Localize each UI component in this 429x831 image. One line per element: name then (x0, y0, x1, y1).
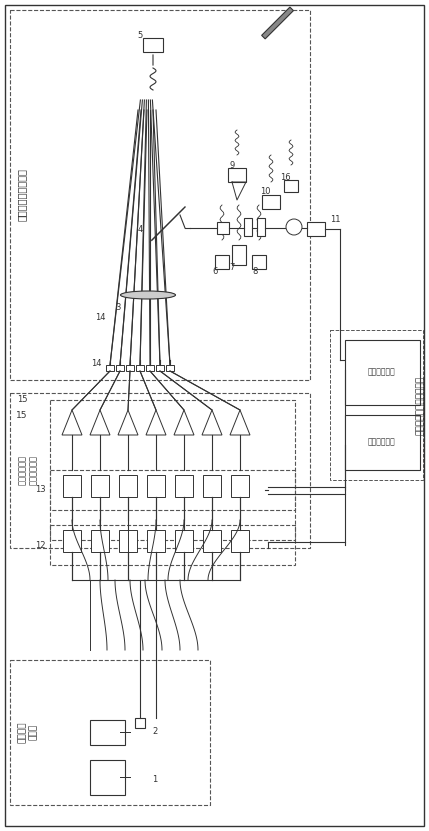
Bar (175, 475, 193, 497)
Text: 8: 8 (252, 268, 258, 277)
Bar (10, 660, 210, 805)
Bar (50, 400, 295, 540)
Bar (147, 475, 165, 497)
Bar (146, 365, 154, 371)
Bar (116, 365, 124, 371)
Text: 合束与光电探测模块: 合束与光电探测模块 (17, 169, 27, 221)
Bar (217, 222, 229, 234)
Bar (135, 718, 145, 728)
Bar (215, 255, 229, 269)
Ellipse shape (121, 291, 175, 299)
Text: 相位控制电路: 相位控制电路 (368, 437, 396, 446)
Bar (175, 530, 193, 552)
Bar (90, 760, 125, 795)
Text: 15: 15 (16, 411, 28, 420)
Text: 10: 10 (260, 188, 270, 196)
Bar (10, 10, 310, 380)
Bar (126, 365, 134, 371)
Circle shape (286, 219, 302, 235)
Bar (231, 530, 249, 552)
Bar (119, 475, 137, 497)
Bar (262, 7, 293, 39)
Bar (244, 218, 252, 236)
Text: 1: 1 (152, 775, 157, 784)
Bar (106, 365, 114, 371)
Bar (50, 525, 295, 565)
Bar (147, 530, 165, 552)
Bar (119, 530, 137, 552)
Text: 9: 9 (230, 160, 235, 170)
Bar (284, 180, 298, 192)
Text: 2: 2 (152, 727, 157, 736)
Bar (345, 340, 420, 405)
Text: 7: 7 (230, 263, 235, 273)
Bar (156, 365, 164, 371)
Bar (252, 255, 266, 269)
Bar (143, 38, 163, 52)
Bar (330, 330, 423, 480)
Bar (345, 415, 420, 470)
Bar (63, 530, 81, 552)
Text: 高功率非保偏
光纤放大模块: 高功率非保偏 光纤放大模块 (18, 455, 38, 485)
Text: 5: 5 (137, 31, 142, 40)
Text: 14: 14 (95, 313, 105, 322)
Bar (228, 168, 246, 182)
Text: 13: 13 (35, 485, 45, 494)
Text: 11: 11 (330, 215, 340, 224)
Bar (91, 530, 109, 552)
Bar (231, 475, 249, 497)
Bar (232, 245, 246, 265)
Bar (203, 530, 221, 552)
Bar (50, 470, 295, 510)
Text: 12: 12 (35, 540, 45, 549)
Text: 6: 6 (212, 268, 218, 277)
Text: 16: 16 (280, 173, 290, 181)
Bar (136, 365, 144, 371)
Bar (257, 218, 265, 236)
Bar (262, 195, 280, 209)
Bar (91, 475, 109, 497)
Text: 光纤种子
源模块: 光纤种子 源模块 (18, 721, 38, 743)
Text: 偏振控制电路: 偏振控制电路 (368, 367, 396, 376)
Bar (10, 393, 310, 548)
Bar (90, 720, 125, 745)
Text: 15: 15 (17, 396, 27, 405)
Bar (307, 222, 325, 236)
Text: 14: 14 (91, 358, 101, 367)
Text: 主动偏振与相位控制模块: 主动偏振与相位控制模块 (416, 376, 425, 435)
Bar (166, 365, 174, 371)
Bar (203, 475, 221, 497)
Text: 3: 3 (115, 302, 121, 312)
Text: 4: 4 (137, 225, 142, 234)
Bar (63, 475, 81, 497)
